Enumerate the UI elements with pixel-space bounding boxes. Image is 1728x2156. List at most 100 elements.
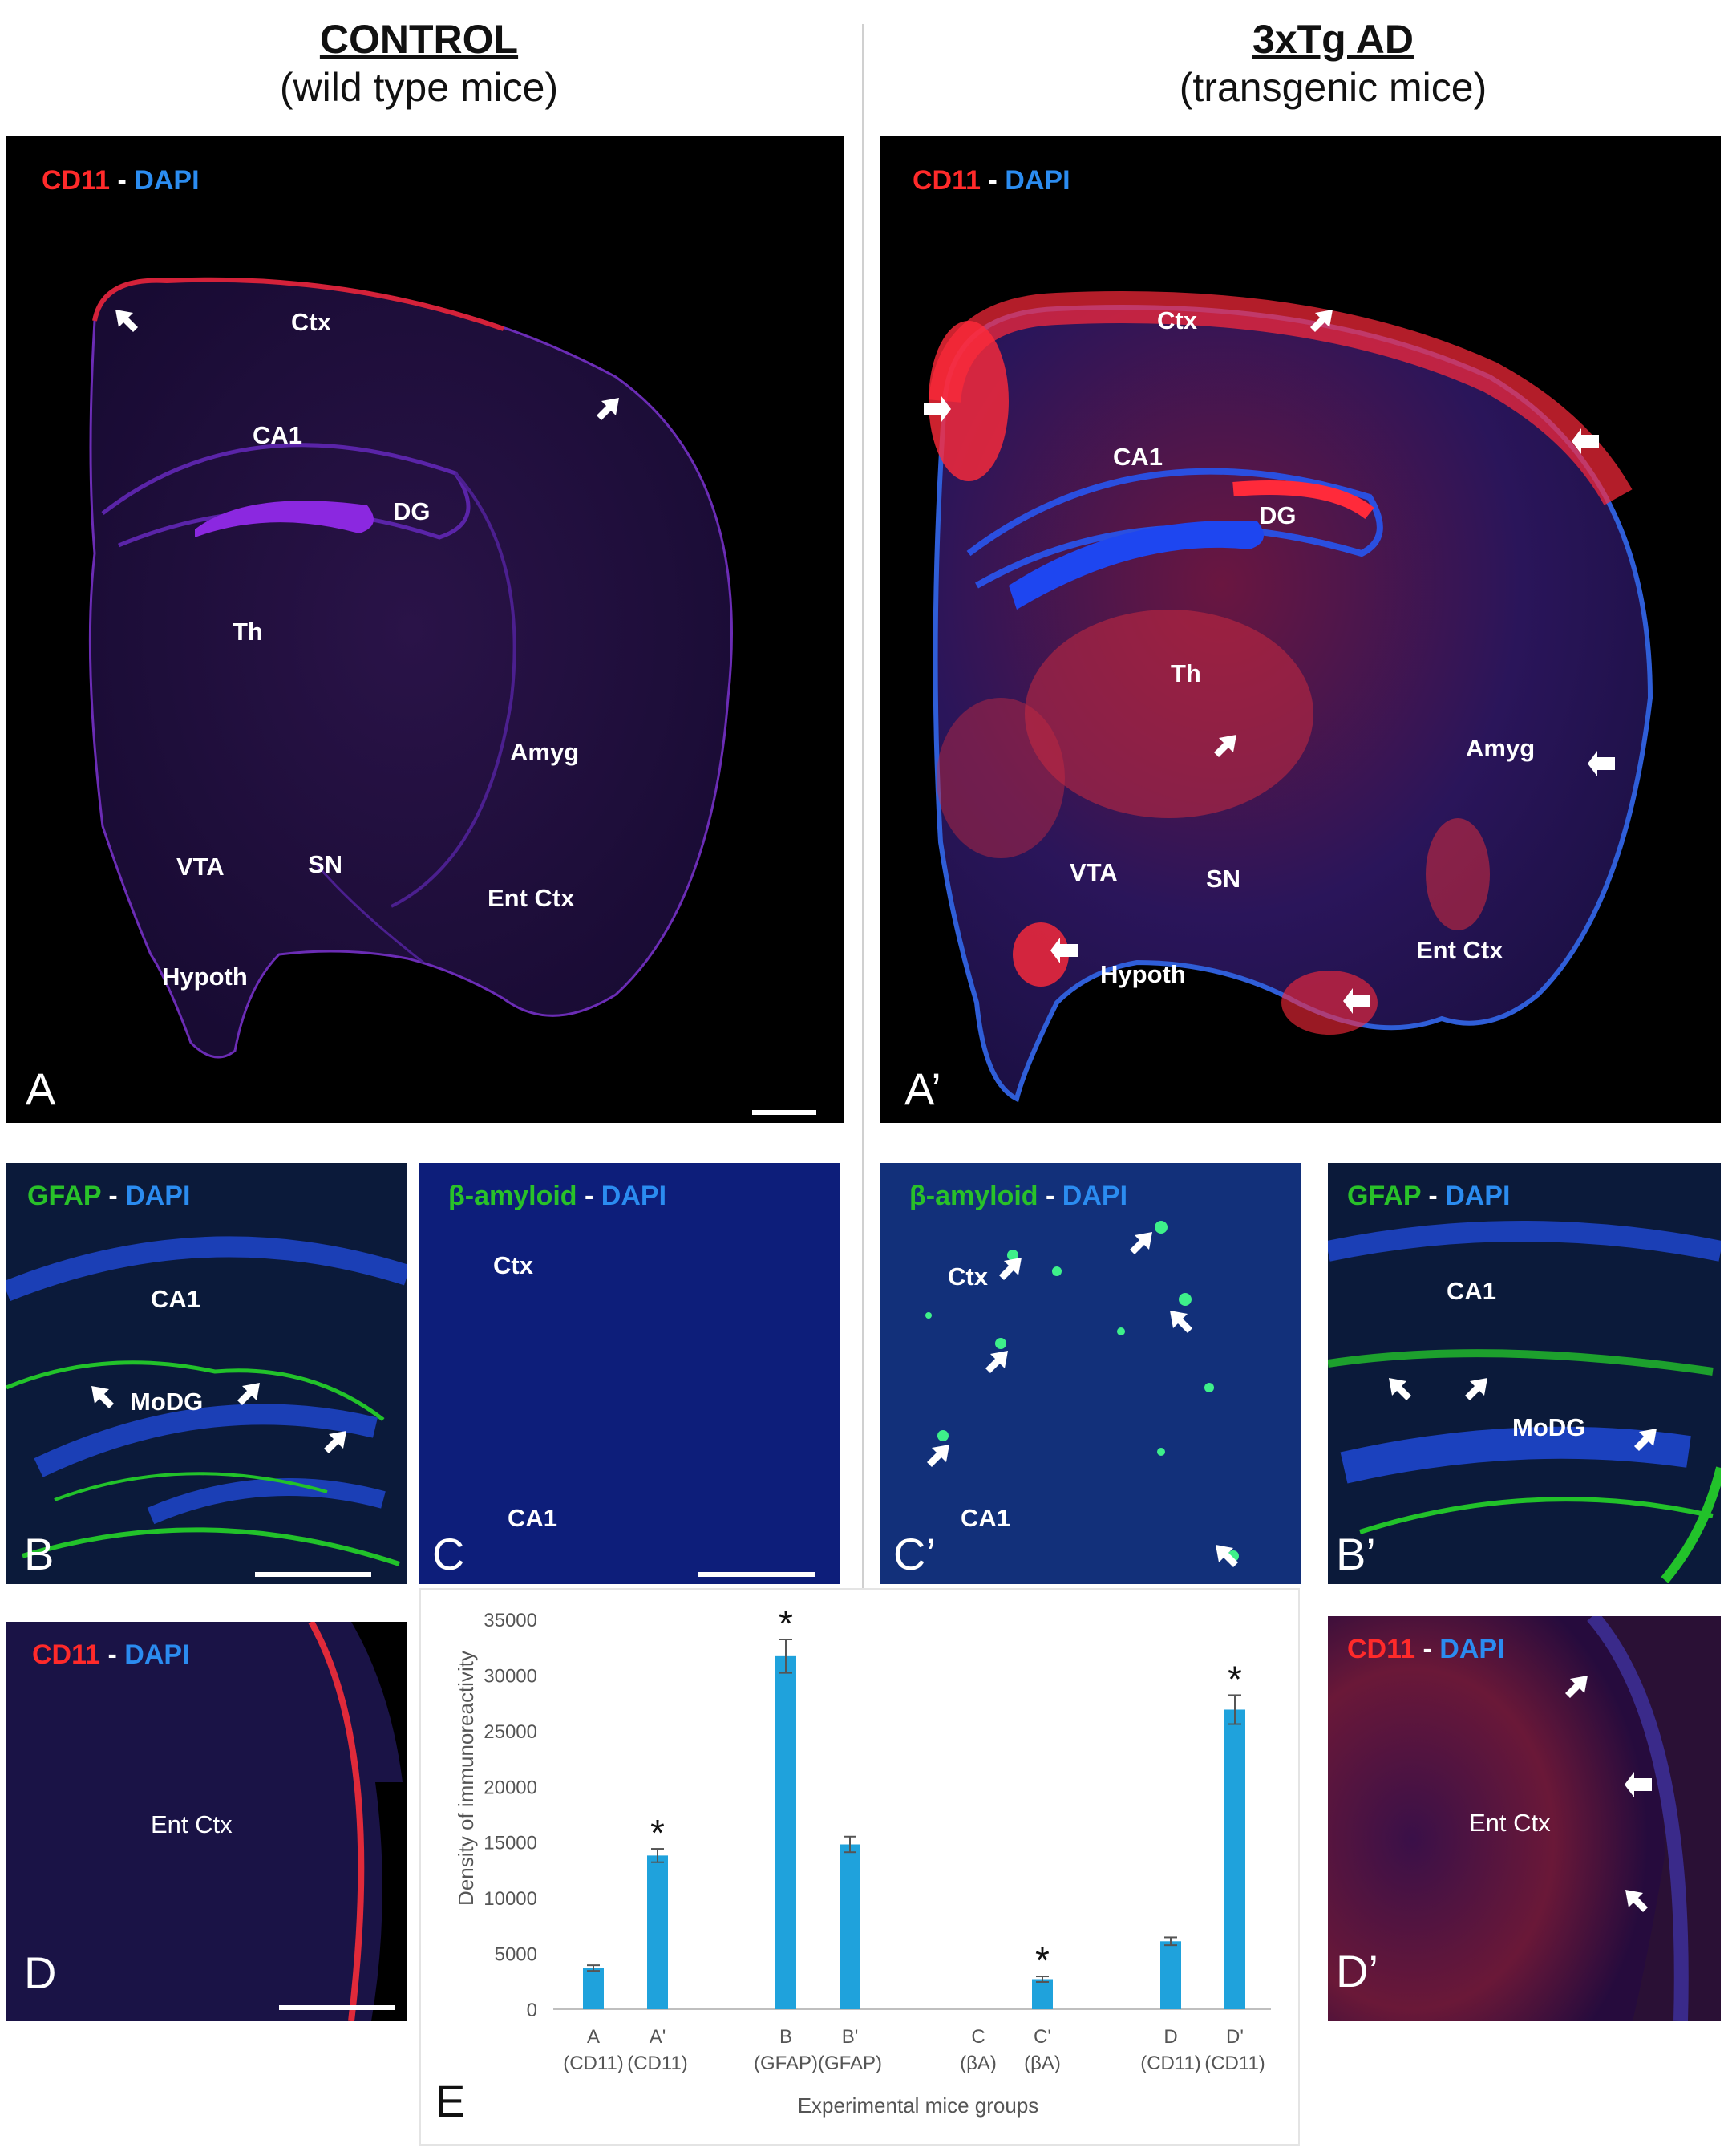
arrow-icon bbox=[1634, 1429, 1657, 1451]
panel-a-letter: A bbox=[26, 1064, 56, 1114]
arrow-icon bbox=[324, 1431, 346, 1453]
panel-e-chart: Density of immunoreactivity Experimental… bbox=[419, 1588, 1300, 2146]
region-sn: SN bbox=[1206, 865, 1241, 893]
arrow-icon bbox=[999, 1258, 1022, 1280]
panel-c-prime: β-amyloid - DAPI Ctx CA1 C’ bbox=[880, 1163, 1301, 1584]
panel-b-prime-stain-label: GFAP - DAPI bbox=[1347, 1181, 1511, 1211]
panel-b-prime-letter: B’ bbox=[1336, 1529, 1376, 1579]
panel-c-letter: C bbox=[432, 1529, 465, 1579]
region-ca1: CA1 bbox=[1113, 443, 1163, 471]
panel-d-prime-stain-label: CD11 - DAPI bbox=[1347, 1634, 1505, 1664]
panel-b-prime: GFAP - DAPI CA1 MoDG B’ bbox=[1328, 1163, 1721, 1584]
arrow-icon bbox=[91, 1386, 114, 1408]
region-th: Th bbox=[1171, 659, 1201, 687]
x-tick-sublabel: (GFAP) bbox=[818, 2053, 882, 2074]
region-hypoth: Hypoth bbox=[1100, 960, 1186, 988]
panel-d-prime: CD11 - DAPI Ent Ctx D’ bbox=[1328, 1616, 1721, 2021]
arrow-icon bbox=[115, 310, 138, 332]
significance-marker: * bbox=[650, 1812, 665, 1854]
scale-bar bbox=[255, 1572, 371, 1577]
ad-title: 3xTg AD bbox=[1252, 17, 1414, 62]
panel-b-image bbox=[6, 1236, 407, 1566]
panel-a-brain-image bbox=[88, 277, 733, 1059]
region-sn: SN bbox=[308, 850, 343, 878]
region-ca1: CA1 bbox=[961, 1504, 1011, 1532]
panel-b-letter: B bbox=[24, 1529, 55, 1579]
region-ca1: CA1 bbox=[253, 421, 303, 449]
region-ca1: CA1 bbox=[1447, 1277, 1497, 1305]
y-tick-label: 20000 bbox=[484, 1777, 537, 1798]
x-tick-label: C bbox=[971, 2026, 985, 2048]
panel-d-prime-image bbox=[1328, 1616, 1689, 2021]
panel-a-prime-letter: A’ bbox=[904, 1064, 941, 1114]
panel-c-prime-letter: C’ bbox=[893, 1529, 936, 1579]
region-ctx: Ctx bbox=[948, 1262, 988, 1291]
panel-d-stain-label: CD11 - DAPI bbox=[32, 1639, 190, 1670]
y-tick-label: 5000 bbox=[495, 1944, 537, 1966]
significance-marker: * bbox=[1035, 1939, 1050, 1981]
region-amyg: Amyg bbox=[1466, 734, 1536, 762]
region-th: Th bbox=[233, 618, 263, 646]
scale-bar bbox=[698, 1572, 815, 1577]
arrow-icon bbox=[1625, 1772, 1652, 1797]
arrow-icon bbox=[1130, 1232, 1152, 1254]
arrow-icon bbox=[1389, 1378, 1411, 1400]
arrow-icon bbox=[1170, 1311, 1192, 1333]
arrow-icon bbox=[1214, 735, 1236, 757]
arrow-icon bbox=[1572, 428, 1599, 454]
panel-a-prime-stain-label: CD11 - DAPI bbox=[913, 165, 1070, 196]
region-vta: VTA bbox=[1070, 858, 1118, 886]
y-tick-label: 30000 bbox=[484, 1665, 537, 1687]
group-divider bbox=[862, 24, 864, 1588]
y-tick-label: 35000 bbox=[484, 1610, 537, 1631]
x-tick-label: B bbox=[779, 2026, 792, 2048]
arrow-icon bbox=[985, 1351, 1008, 1373]
panel-d-letter: D bbox=[24, 1947, 57, 1998]
y-tick-label: 15000 bbox=[484, 1833, 537, 1854]
ad-subtitle: (transgenic mice) bbox=[1179, 65, 1487, 110]
bar-b-prime bbox=[840, 1844, 860, 2009]
panel-a-prime-brain-image bbox=[929, 291, 1653, 1103]
panel-d: CD11 - DAPI Ent Ctx D bbox=[6, 1622, 407, 2021]
x-tick-sublabel: (βA) bbox=[960, 2053, 997, 2074]
panel-d-prime-letter: D’ bbox=[1336, 1946, 1378, 1996]
region-ent-ctx: Ent Ctx bbox=[1469, 1809, 1551, 1837]
arrow-icon bbox=[1625, 1890, 1648, 1912]
bar-d-prime bbox=[1224, 1709, 1245, 2009]
x-tick-label: D' bbox=[1226, 2026, 1244, 2048]
arrow-icon bbox=[237, 1383, 260, 1405]
region-ctx: Ctx bbox=[493, 1251, 533, 1279]
y-axis-label: Density of immunoreactivity bbox=[454, 1651, 478, 1906]
panel-b: GFAP - DAPI CA1 MoDG B bbox=[6, 1163, 407, 1584]
arrow-icon bbox=[1465, 1378, 1487, 1400]
x-tick-sublabel: (CD11) bbox=[1204, 2053, 1265, 2074]
panel-a: CD11 - DAPI Ctx CA1 DG Th Amyg VTA SN En… bbox=[6, 136, 844, 1123]
significance-marker: * bbox=[779, 1603, 793, 1644]
x-tick-label: C' bbox=[1034, 2026, 1051, 2048]
panel-e-letter: E bbox=[435, 2076, 466, 2126]
region-ca1: CA1 bbox=[151, 1285, 201, 1313]
panel-c-prime-image bbox=[925, 1221, 1239, 1562]
region-amyg: Amyg bbox=[510, 738, 580, 766]
y-tick-label: 10000 bbox=[484, 1888, 537, 1910]
x-tick-label: A bbox=[587, 2026, 600, 2048]
region-ent-ctx: Ent Ctx bbox=[151, 1810, 233, 1838]
x-tick-label: D bbox=[1163, 2026, 1177, 2048]
control-title: CONTROL bbox=[319, 17, 519, 62]
arrow-icon bbox=[924, 396, 951, 422]
y-tick-label: 25000 bbox=[484, 1721, 537, 1743]
panel-a-stain-label: CD11 - DAPI bbox=[42, 165, 200, 196]
scale-bar bbox=[279, 2005, 395, 2010]
arrow-icon bbox=[597, 398, 619, 420]
region-hypoth: Hypoth bbox=[162, 962, 248, 991]
arrow-icon bbox=[1310, 310, 1333, 332]
region-ent-ctx: Ent Ctx bbox=[488, 884, 575, 912]
region-ctx: Ctx bbox=[291, 308, 331, 336]
y-tick-label: 0 bbox=[527, 2000, 537, 2021]
region-modg: MoDG bbox=[130, 1388, 204, 1416]
bar-a bbox=[583, 1968, 604, 2009]
panel-c-prime-stain-label: β-amyloid - DAPI bbox=[909, 1181, 1128, 1211]
panel-b-stain-label: GFAP - DAPI bbox=[27, 1181, 191, 1211]
panel-c: β-amyloid - DAPI Ctx CA1 C bbox=[419, 1163, 840, 1584]
scale-bar bbox=[752, 1110, 816, 1115]
